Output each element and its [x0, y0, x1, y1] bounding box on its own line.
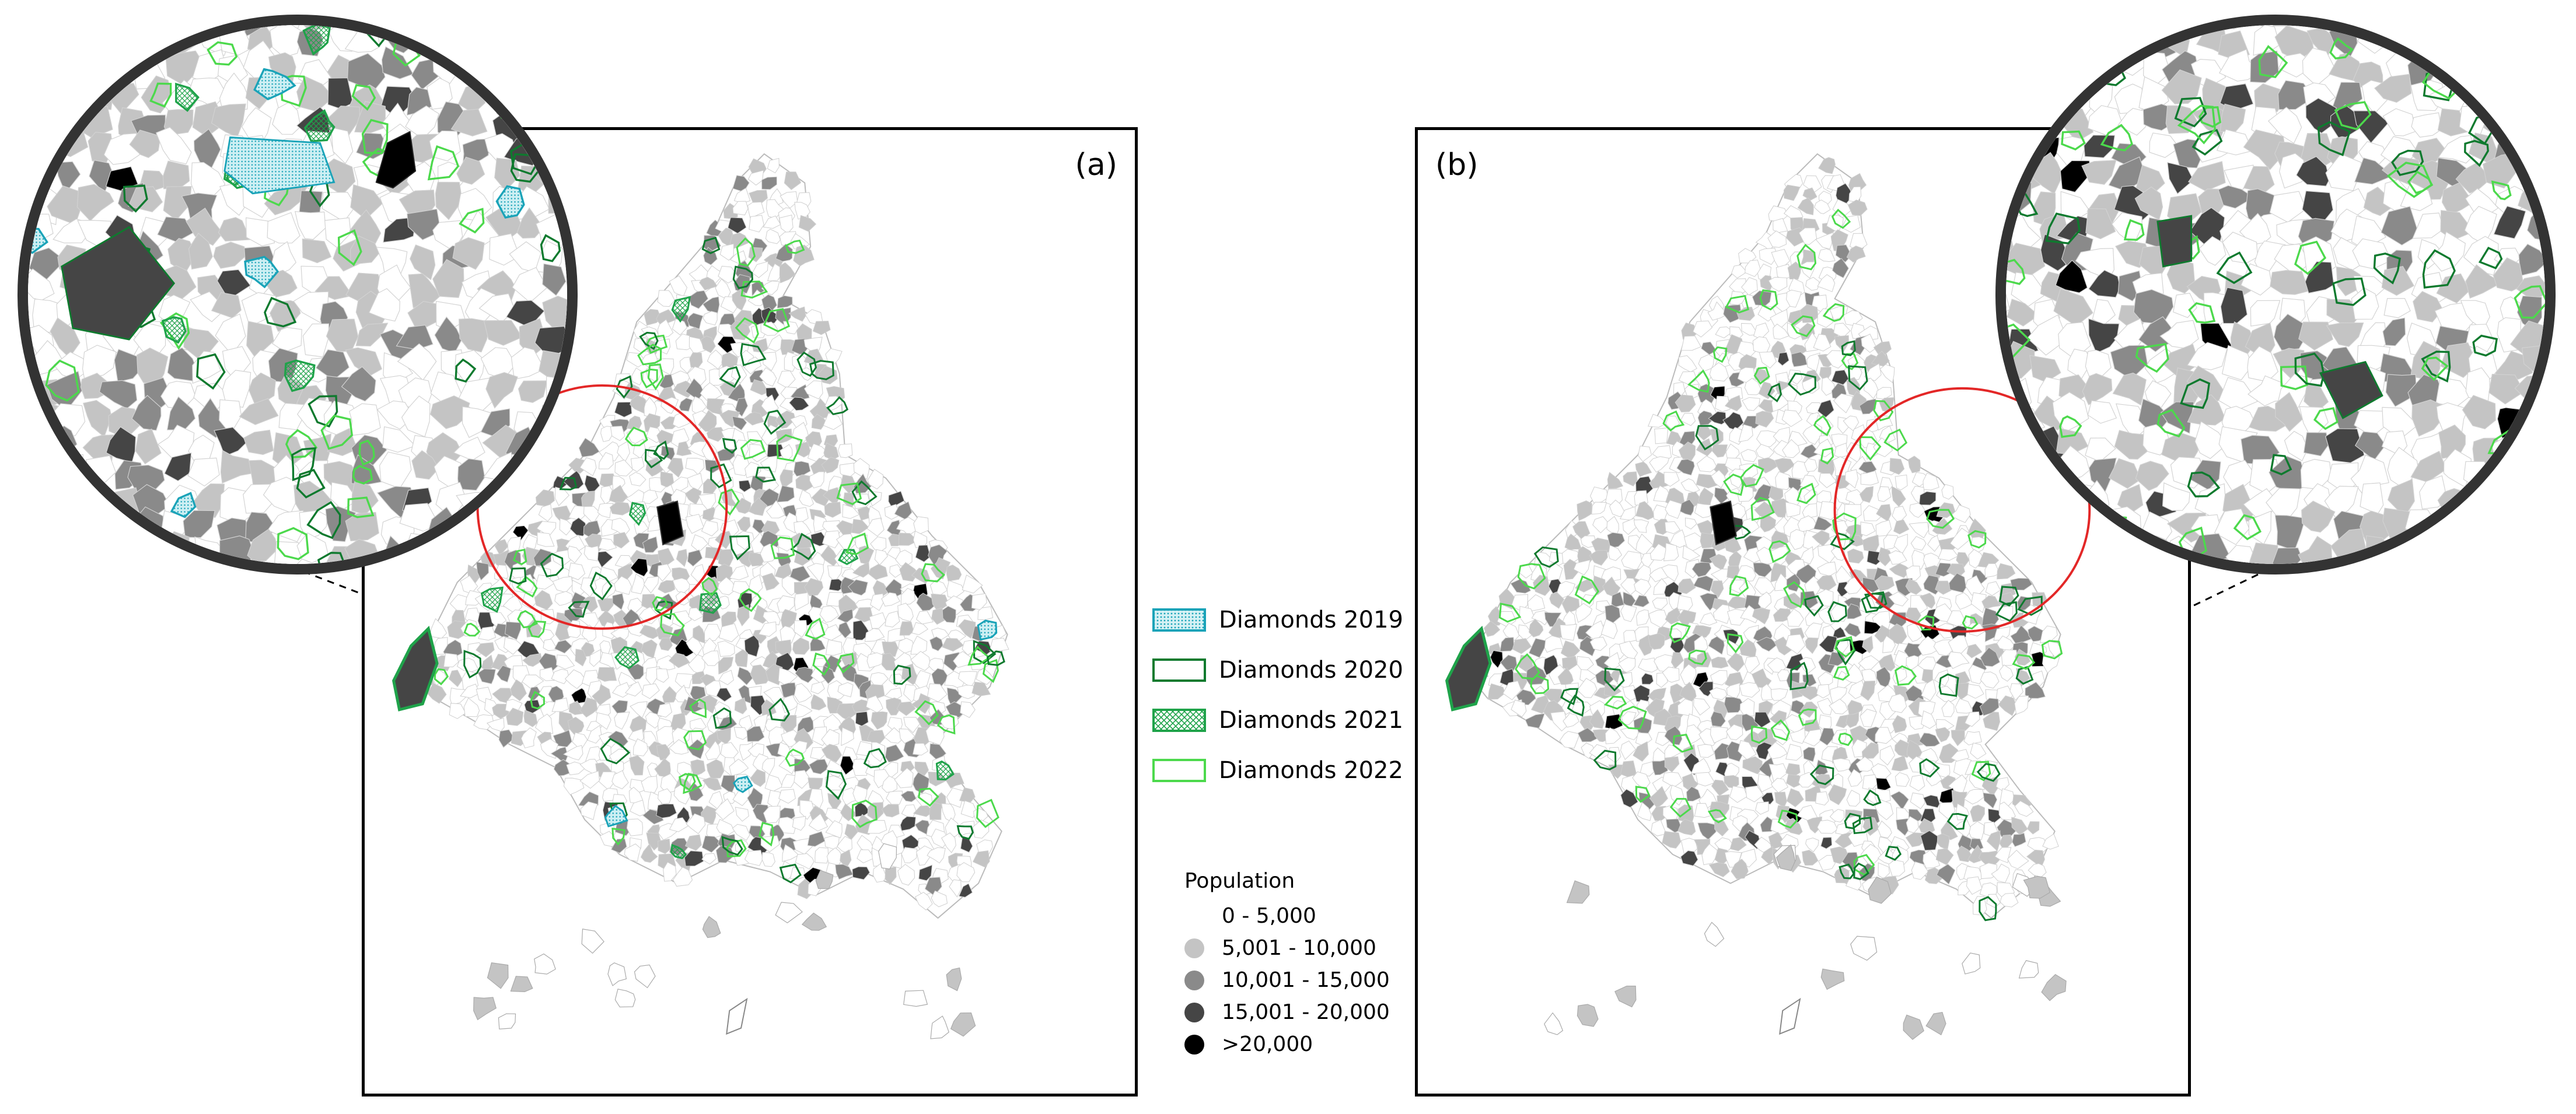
diamonds-legend: Diamonds 2019 Diamonds 2020 Diamonds 202… — [1152, 595, 1403, 796]
legend-label: Diamonds 2020 — [1219, 657, 1403, 684]
population-class: >20,000 — [1184, 1028, 1390, 1060]
population-class-label: >20,000 — [1222, 1032, 1313, 1056]
map-panel-a: (a) — [362, 127, 1138, 1097]
population-class-label: 0 - 5,000 — [1222, 904, 1316, 928]
outline-swatch-icon — [1152, 759, 1206, 782]
zoom-b-canvas — [2006, 25, 2545, 564]
outline-swatch-icon — [1152, 658, 1206, 682]
legend-item-2019: Diamonds 2019 — [1152, 595, 1403, 645]
crosshatch-swatch-icon — [1152, 709, 1206, 732]
population-dot-icon — [1184, 1034, 1204, 1055]
population-class: 0 - 5,000 — [1184, 900, 1390, 932]
legend-item-2021: Diamonds 2021 — [1152, 695, 1403, 745]
population-class: 10,001 - 15,000 — [1184, 964, 1390, 996]
panel-label-a: (a) — [1075, 148, 1117, 183]
legend-label: Diamonds 2021 — [1219, 707, 1403, 734]
legend-label: Diamonds 2019 — [1219, 607, 1403, 633]
population-class: 5,001 - 10,000 — [1184, 932, 1390, 964]
map-b-canvas — [1445, 153, 2091, 1041]
population-dot-icon — [1184, 938, 1204, 958]
population-class: 15,001 - 20,000 — [1184, 996, 1390, 1028]
legend-item-2022: Diamonds 2022 — [1152, 745, 1403, 796]
zoom-a-canvas — [28, 25, 567, 564]
population-class-label: 5,001 - 10,000 — [1222, 936, 1376, 960]
population-legend-title: Population — [1184, 869, 1295, 893]
legend-item-2020: Diamonds 2020 — [1152, 645, 1403, 695]
legend-label: Diamonds 2022 — [1219, 757, 1403, 784]
map-a-canvas — [392, 153, 1009, 1039]
population-class-label: 10,001 - 15,000 — [1222, 968, 1390, 992]
panel-label-b: (b) — [1435, 148, 1479, 183]
population-dot-icon — [1184, 1002, 1204, 1022]
population-dot-icon — [1184, 906, 1204, 926]
population-legend: Population 0 - 5,000 5,001 - 10,000 10,0… — [1184, 869, 1390, 1060]
zoom-inset-b — [1995, 15, 2556, 574]
zoom-inset-a — [18, 15, 578, 574]
population-class-label: 15,001 - 20,000 — [1222, 1000, 1390, 1024]
population-dot-icon — [1184, 970, 1204, 990]
dotted-swatch-icon — [1152, 608, 1206, 632]
